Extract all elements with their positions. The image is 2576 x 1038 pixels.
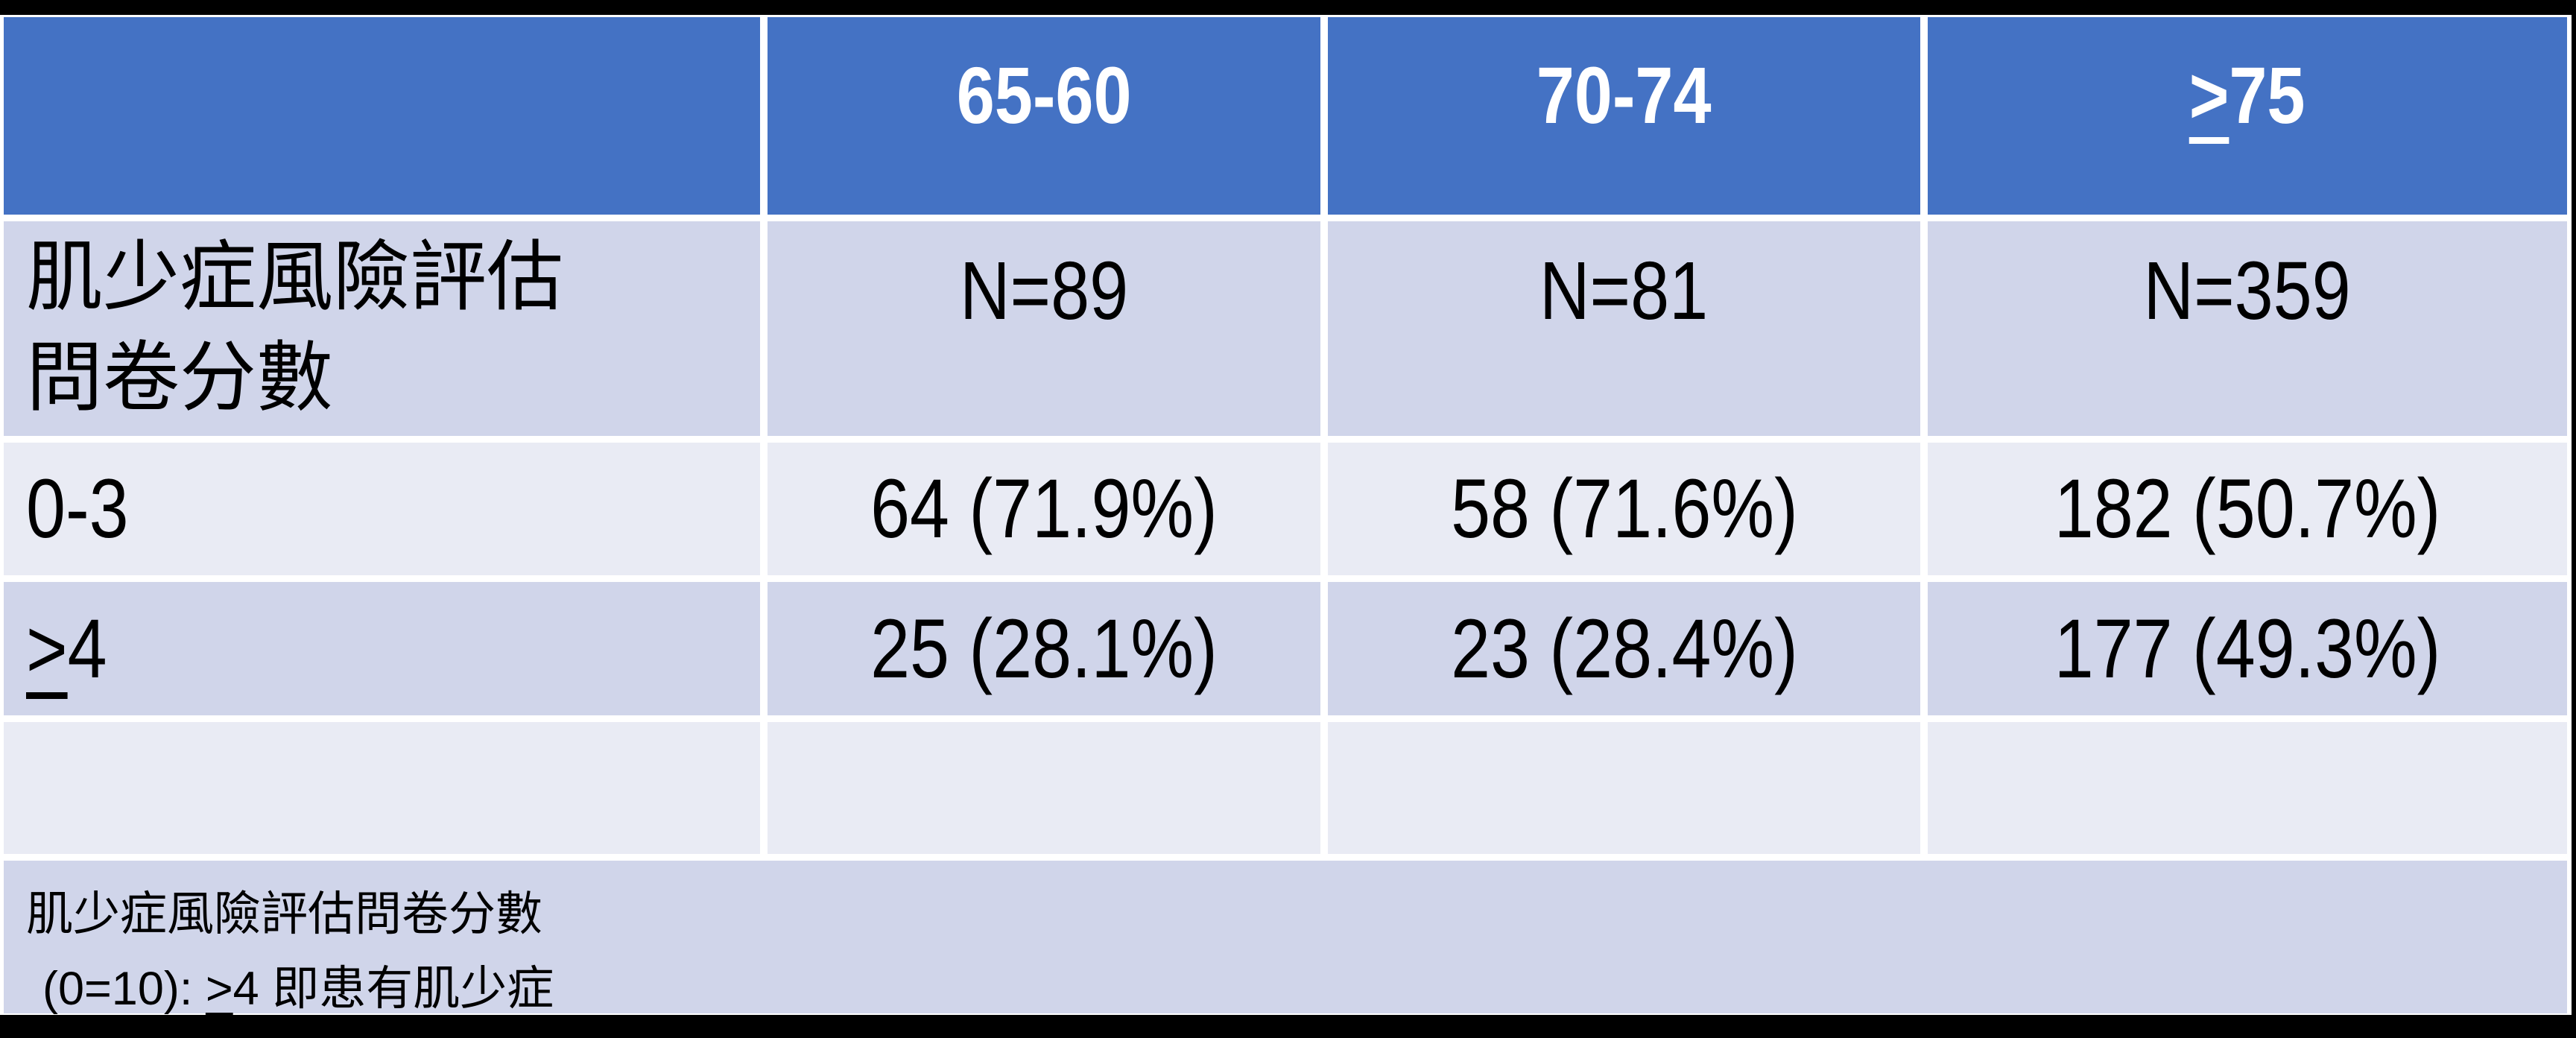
n-count-text: N=359 bbox=[2143, 245, 2352, 337]
row-label-text: 0-3 bbox=[26, 462, 129, 556]
cell-value-text: 182 (50.7%) bbox=[2054, 462, 2441, 556]
table-cell: 23 (28.4%) bbox=[1328, 582, 1920, 715]
sarcopenia-score-table: 65-60 70-74 >75 肌少症風險評估 問卷分數 N=89 N=81 N… bbox=[0, 15, 2572, 1015]
table-cell: 64 (71.9%) bbox=[768, 443, 1320, 575]
n-count-text: N=89 bbox=[959, 245, 1129, 337]
row-label-text: >4 bbox=[26, 601, 107, 695]
n-count-cell-65-60: N=89 bbox=[768, 221, 1320, 436]
empty-cell bbox=[4, 722, 760, 854]
questionnaire-label-line2: 問卷分數 bbox=[26, 334, 333, 420]
footnote-prefix: (0=10): bbox=[42, 963, 206, 1015]
column-header-text: >75 bbox=[2189, 50, 2306, 140]
footnote-row: 肌少症風險評估問卷分數 (0=10): >4 即患有肌少症 bbox=[4, 861, 2567, 1015]
empty-cell bbox=[768, 722, 1320, 854]
row-label-0-3: 0-3 bbox=[4, 443, 760, 575]
table-cell: 58 (71.6%) bbox=[1328, 443, 1920, 575]
column-header-70-74: 70-74 bbox=[1328, 17, 1920, 215]
gte-symbol: > bbox=[205, 963, 233, 1015]
footnote-line2: (0=10): >4 即患有肌少症 bbox=[42, 952, 2567, 1026]
n-count-cell-70-74: N=81 bbox=[1328, 221, 1920, 436]
table-cell: 25 (28.1%) bbox=[768, 582, 1320, 715]
table-cell: 177 (49.3%) bbox=[1928, 582, 2567, 715]
row-header-questionnaire-score: 肌少症風險評估 問卷分數 bbox=[4, 221, 760, 436]
gte-symbol: > bbox=[26, 601, 68, 695]
questionnaire-label-line1: 肌少症風險評估 bbox=[26, 234, 563, 320]
column-header-text: 70-74 bbox=[1537, 50, 1712, 140]
empty-cell bbox=[1328, 722, 1920, 854]
n-count-cell-ge-75: N=359 bbox=[1928, 221, 2567, 436]
cell-value-text: 25 (28.1%) bbox=[870, 601, 1218, 695]
column-header-65-60: 65-60 bbox=[768, 17, 1320, 215]
footnote-line1: 肌少症風險評估問卷分數 bbox=[26, 888, 542, 940]
cell-value-text: 58 (71.6%) bbox=[1450, 462, 1798, 556]
row-label-ge-4: >4 bbox=[4, 582, 760, 715]
column-header-text: 65-60 bbox=[956, 50, 1132, 140]
empty-cell bbox=[1928, 722, 2567, 854]
cell-value-text: 64 (71.9%) bbox=[870, 462, 1218, 556]
n-count-text: N=81 bbox=[1539, 245, 1709, 337]
gte-symbol: > bbox=[2189, 50, 2230, 140]
footnote-suffix: 4 即患有肌少症 bbox=[232, 963, 554, 1015]
column-header-ge-75: >75 bbox=[1928, 17, 2567, 215]
header-corner-cell bbox=[4, 17, 760, 215]
cell-value-text: 177 (49.3%) bbox=[2054, 601, 2441, 695]
cell-value-text: 23 (28.4%) bbox=[1450, 601, 1798, 695]
table-cell: 182 (50.7%) bbox=[1928, 443, 2567, 575]
